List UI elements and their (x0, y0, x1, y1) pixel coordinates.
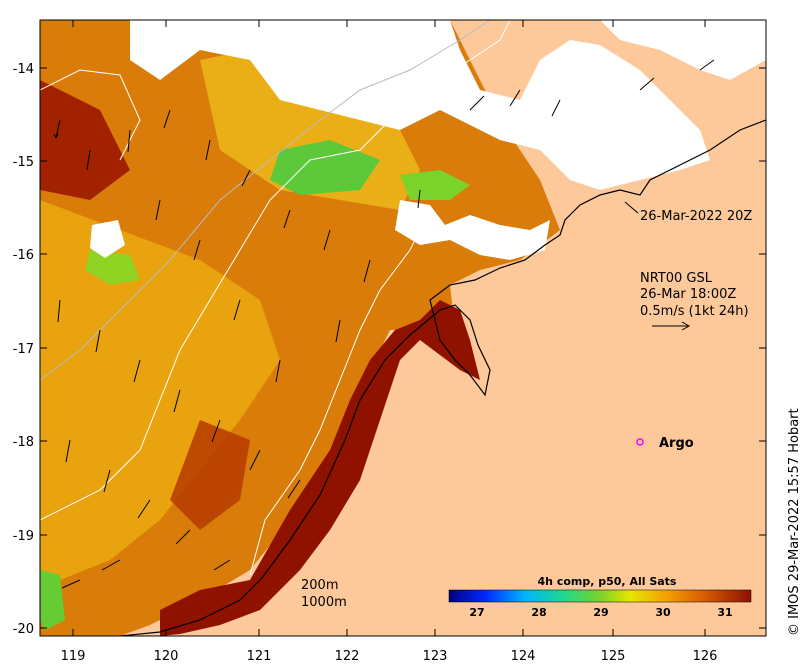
sea-cool-patch-3 (400, 170, 470, 200)
cloud-gap-mid (395, 200, 550, 260)
y-tick-label: -14 (13, 62, 34, 77)
current-vectors (53, 59, 715, 589)
sea-hot-mid (170, 420, 250, 530)
plot-frame (39, 19, 767, 637)
colorbar (448, 589, 752, 603)
y-tick-label: -19 (13, 529, 34, 544)
cloud-gap-east (600, 20, 766, 80)
x-tick-label: 122 (335, 649, 360, 664)
x-tick-label: 124 (511, 649, 536, 664)
x-axis-ticks (72, 20, 706, 636)
isobath-1000m-label: 1000m (301, 595, 347, 610)
isobath-200m-inner (249, 229, 421, 576)
colorbar-tick: 30 (655, 606, 671, 619)
colorbar-tick: 31 (717, 606, 732, 619)
current-time-label: 26-Mar 18:00Z (640, 287, 736, 302)
cloud-gap-west (90, 220, 125, 258)
sea-cool-patch-6 (85, 250, 140, 285)
scale-arrow (652, 321, 691, 331)
sea-hot-coastal (160, 300, 480, 636)
x-tick-label: 125 (601, 649, 626, 664)
y-tick-label: -16 (13, 248, 34, 263)
colorbar-tick: 27 (469, 606, 484, 619)
timestamp-pointer (624, 201, 639, 214)
argo-marker (636, 438, 644, 446)
y-axis-ticks (40, 67, 766, 629)
timestamp-label: 26-Mar-2022 20Z (640, 209, 752, 224)
current-scale-label: 0.5m/s (1kt 24h) (640, 304, 749, 319)
x-tick-label: 126 (693, 649, 718, 664)
isobath-200m (40, 20, 511, 521)
isobath-1000m (40, 20, 491, 381)
isobath-west (40, 69, 141, 161)
cloud-gap-north (130, 20, 710, 190)
x-tick-label: 123 (423, 649, 448, 664)
colorbar-tick: 28 (531, 606, 546, 619)
argo-label: Argo (659, 436, 694, 451)
y-tick-label: -18 (13, 435, 34, 450)
x-tick-label: 121 (247, 649, 272, 664)
x-tick-label: 119 (61, 649, 86, 664)
colorbar-title: 4h comp, p50, All Sats (538, 575, 677, 588)
sea-mild-band (40, 200, 280, 580)
credit-text: © IMOS 29-Mar-2022 15:57 Hobart (787, 408, 802, 636)
y-tick-label: -20 (13, 622, 34, 637)
coastline (119, 119, 766, 636)
colorbar-tick: 29 (593, 606, 608, 619)
sea-cool-patch-5 (40, 570, 65, 630)
x-tick-label: 120 (154, 649, 179, 664)
current-product-label: NRT00 GSL (640, 271, 713, 286)
y-tick-label: -15 (13, 155, 34, 170)
isobath-200m-label: 200m (301, 578, 338, 593)
sea-hot-west (40, 80, 130, 200)
sea-cool-patch-1 (270, 140, 380, 195)
y-tick-label: -17 (13, 342, 34, 357)
